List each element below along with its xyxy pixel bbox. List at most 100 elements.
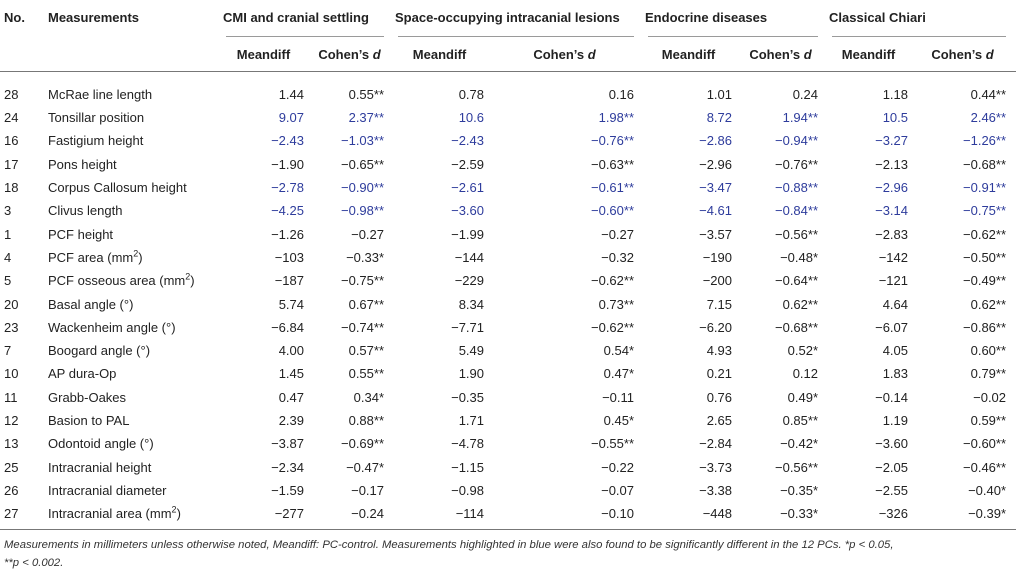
group-label: Space-occupying intracanial lesions bbox=[395, 10, 620, 25]
meandiff-cell: −229 bbox=[454, 273, 485, 289]
cohens-d-cell: −0.84** bbox=[775, 203, 819, 219]
header-group-lesions: Space-occupying intracanial lesions bbox=[394, 4, 644, 37]
meandiff-cell: −4.25 bbox=[271, 203, 304, 219]
cohens-d-cell: −0.64** bbox=[775, 273, 819, 289]
measurement-name: PCF area (mm2) bbox=[44, 246, 222, 269]
meandiff-cell: 1.19 bbox=[882, 413, 909, 428]
cohens-d-cell: 1.94** bbox=[782, 110, 819, 126]
group-label: CMI and cranial settling bbox=[223, 10, 369, 25]
meandiff-cell: −144 bbox=[454, 249, 485, 265]
meandiff-cell: −1.90 bbox=[271, 156, 304, 172]
meandiff-cell: −2.05 bbox=[875, 459, 909, 475]
meandiff-cell: −3.27 bbox=[875, 133, 909, 149]
subheader-meandiff: Meandiff bbox=[841, 46, 896, 62]
subheader-empty bbox=[0, 37, 44, 72]
unit-superscript: 2 bbox=[133, 248, 139, 259]
meandiff-cell: −114 bbox=[394, 502, 495, 531]
table-row: 7 Boogard angle (°) 4.00 0.57** 5.49 0.54* 4.9… bbox=[0, 339, 1016, 362]
meandiff-cell: −3.60 bbox=[875, 436, 909, 452]
measurement-label: Wackenheim angle (°) bbox=[48, 319, 176, 335]
meandiff-cell: −200 bbox=[702, 273, 733, 289]
meandiff-cell: 5.74 bbox=[278, 296, 304, 312]
cohens-d-cell: −0.49** bbox=[963, 273, 1007, 289]
meandiff-cell: −3.73 bbox=[699, 459, 733, 475]
cohens-d-cell: 0.62** bbox=[970, 296, 1007, 312]
measurement-label: Corpus Callosum height bbox=[48, 180, 187, 196]
cohens-d-cell: 0.49* bbox=[787, 389, 819, 405]
cohens-d-cell: −0.39* bbox=[918, 502, 1016, 531]
measurement-label: Intracranial diameter bbox=[48, 482, 167, 498]
meandiff-cell: −3.38 bbox=[699, 482, 733, 498]
meandiff-cell: 1.44 bbox=[278, 86, 304, 102]
meandiff-cell: −1.15 bbox=[451, 459, 485, 475]
meandiff-cell: −2.96 bbox=[699, 156, 733, 172]
cohens-d-cell: 0.52* bbox=[787, 343, 819, 359]
meandiff-cell: 8.34 bbox=[458, 296, 485, 312]
measurement-name: Wackenheim angle (°) bbox=[44, 316, 222, 339]
meandiff-cell: 4.64 bbox=[882, 296, 909, 312]
table-row: 1 PCF height −1.26 −0.27 −1.99 −0.27 −3.57 −0.5… bbox=[0, 222, 1016, 245]
row-number: 10 bbox=[4, 366, 19, 382]
cohens-d-cell: −0.07 bbox=[601, 482, 635, 498]
row-number: 27 bbox=[0, 502, 44, 531]
footnote-line-2: **p < 0.002. bbox=[4, 557, 64, 569]
cohens-d-cell: −0.22 bbox=[601, 459, 635, 475]
meandiff-cell: −326 bbox=[828, 502, 919, 531]
row-number: 3 bbox=[4, 203, 12, 219]
cohens-d-cell: 0.62** bbox=[782, 296, 819, 312]
meandiff-cell: 10.6 bbox=[458, 110, 485, 126]
table-row: 25 Intracranial height −2.34 −0.47* −1.15 −0.… bbox=[0, 455, 1016, 478]
table-row: 13 Odontoid angle (°) −3.87 −0.69** −4.78 −0.… bbox=[0, 432, 1016, 455]
meandiff-cell: −2.84 bbox=[699, 436, 733, 452]
d-label: d bbox=[587, 46, 596, 62]
measurement-label: AP dura-Op bbox=[48, 366, 117, 382]
table-row: 27 Intracranial area (mm2) −277 −0.24 −114 −0… bbox=[0, 502, 1016, 531]
cohens-d-cell: 2.46** bbox=[970, 110, 1007, 126]
meandiff-cell: 2.39 bbox=[278, 413, 304, 428]
unit-superscript: 2 bbox=[185, 271, 191, 282]
header-measurements: Measurements bbox=[48, 10, 140, 25]
measurement-name: PCF osseous area (mm2) bbox=[44, 269, 222, 292]
measurement-name: Grabb-Oakes bbox=[44, 386, 222, 409]
table-row: 16 Fastigium height −2.43 −1.03** −2.43 −0.76… bbox=[0, 129, 1016, 152]
measurement-label: Odontoid angle (°) bbox=[48, 436, 154, 452]
d-label: d bbox=[803, 46, 812, 62]
unit-close: ) bbox=[176, 506, 181, 522]
table-row: 3 Clivus length −4.25 −0.98** −3.60 −0.60** −4… bbox=[0, 199, 1016, 222]
meandiff-cell: −2.78 bbox=[271, 180, 304, 196]
row-number: 23 bbox=[4, 319, 19, 335]
measurement-name: Fastigium height bbox=[44, 129, 222, 152]
cohens-d-cell: 0.55** bbox=[348, 86, 385, 102]
measurement-label: PCF area (mm bbox=[48, 249, 134, 265]
cohens-d-cell: −0.68** bbox=[963, 156, 1007, 172]
cohens-d-cell: −0.91** bbox=[963, 180, 1007, 196]
meandiff-cell: −3.47 bbox=[699, 180, 733, 196]
meandiff-cell: −2.43 bbox=[451, 133, 485, 149]
measurement-name: Basal angle (°) bbox=[44, 292, 222, 315]
meandiff-cell: 1.45 bbox=[278, 366, 304, 382]
row-number: 28 bbox=[4, 86, 19, 102]
row-number: 16 bbox=[4, 133, 19, 149]
meandiff-cell: 4.93 bbox=[706, 343, 733, 359]
cohens-d-cell: −0.68** bbox=[775, 319, 819, 335]
row-number: 18 bbox=[4, 180, 19, 196]
row-number: 11 bbox=[4, 389, 18, 405]
cohens-d-cell: −0.42* bbox=[780, 436, 819, 452]
header-no: No. bbox=[4, 10, 25, 25]
measurement-label: Basal angle (°) bbox=[48, 296, 134, 312]
cohens-d-cell: −0.62** bbox=[591, 319, 635, 335]
cohens-d-cell: −0.55** bbox=[591, 436, 635, 452]
cohens-label: Cohen’s bbox=[749, 46, 801, 62]
table-row: 28 McRae line length 1.44 0.55** 0.78 0.16 1.0… bbox=[0, 72, 1016, 107]
row-number: 24 bbox=[4, 110, 19, 126]
meandiff-cell: −1.26 bbox=[271, 226, 304, 242]
meandiff-cell: −121 bbox=[878, 273, 909, 289]
meandiff-cell: −4.61 bbox=[699, 203, 733, 219]
meandiff-cell: 4.05 bbox=[882, 343, 909, 359]
meandiff-cell: 9.07 bbox=[278, 110, 304, 126]
subheader-cohens-d: Cohen’s d bbox=[918, 37, 1016, 72]
measurement-name: PCF height bbox=[44, 222, 222, 245]
measurement-label: McRae line length bbox=[48, 86, 153, 102]
cohens-d-cell: 0.34* bbox=[353, 389, 385, 405]
meandiff-cell: −277 bbox=[222, 502, 314, 531]
